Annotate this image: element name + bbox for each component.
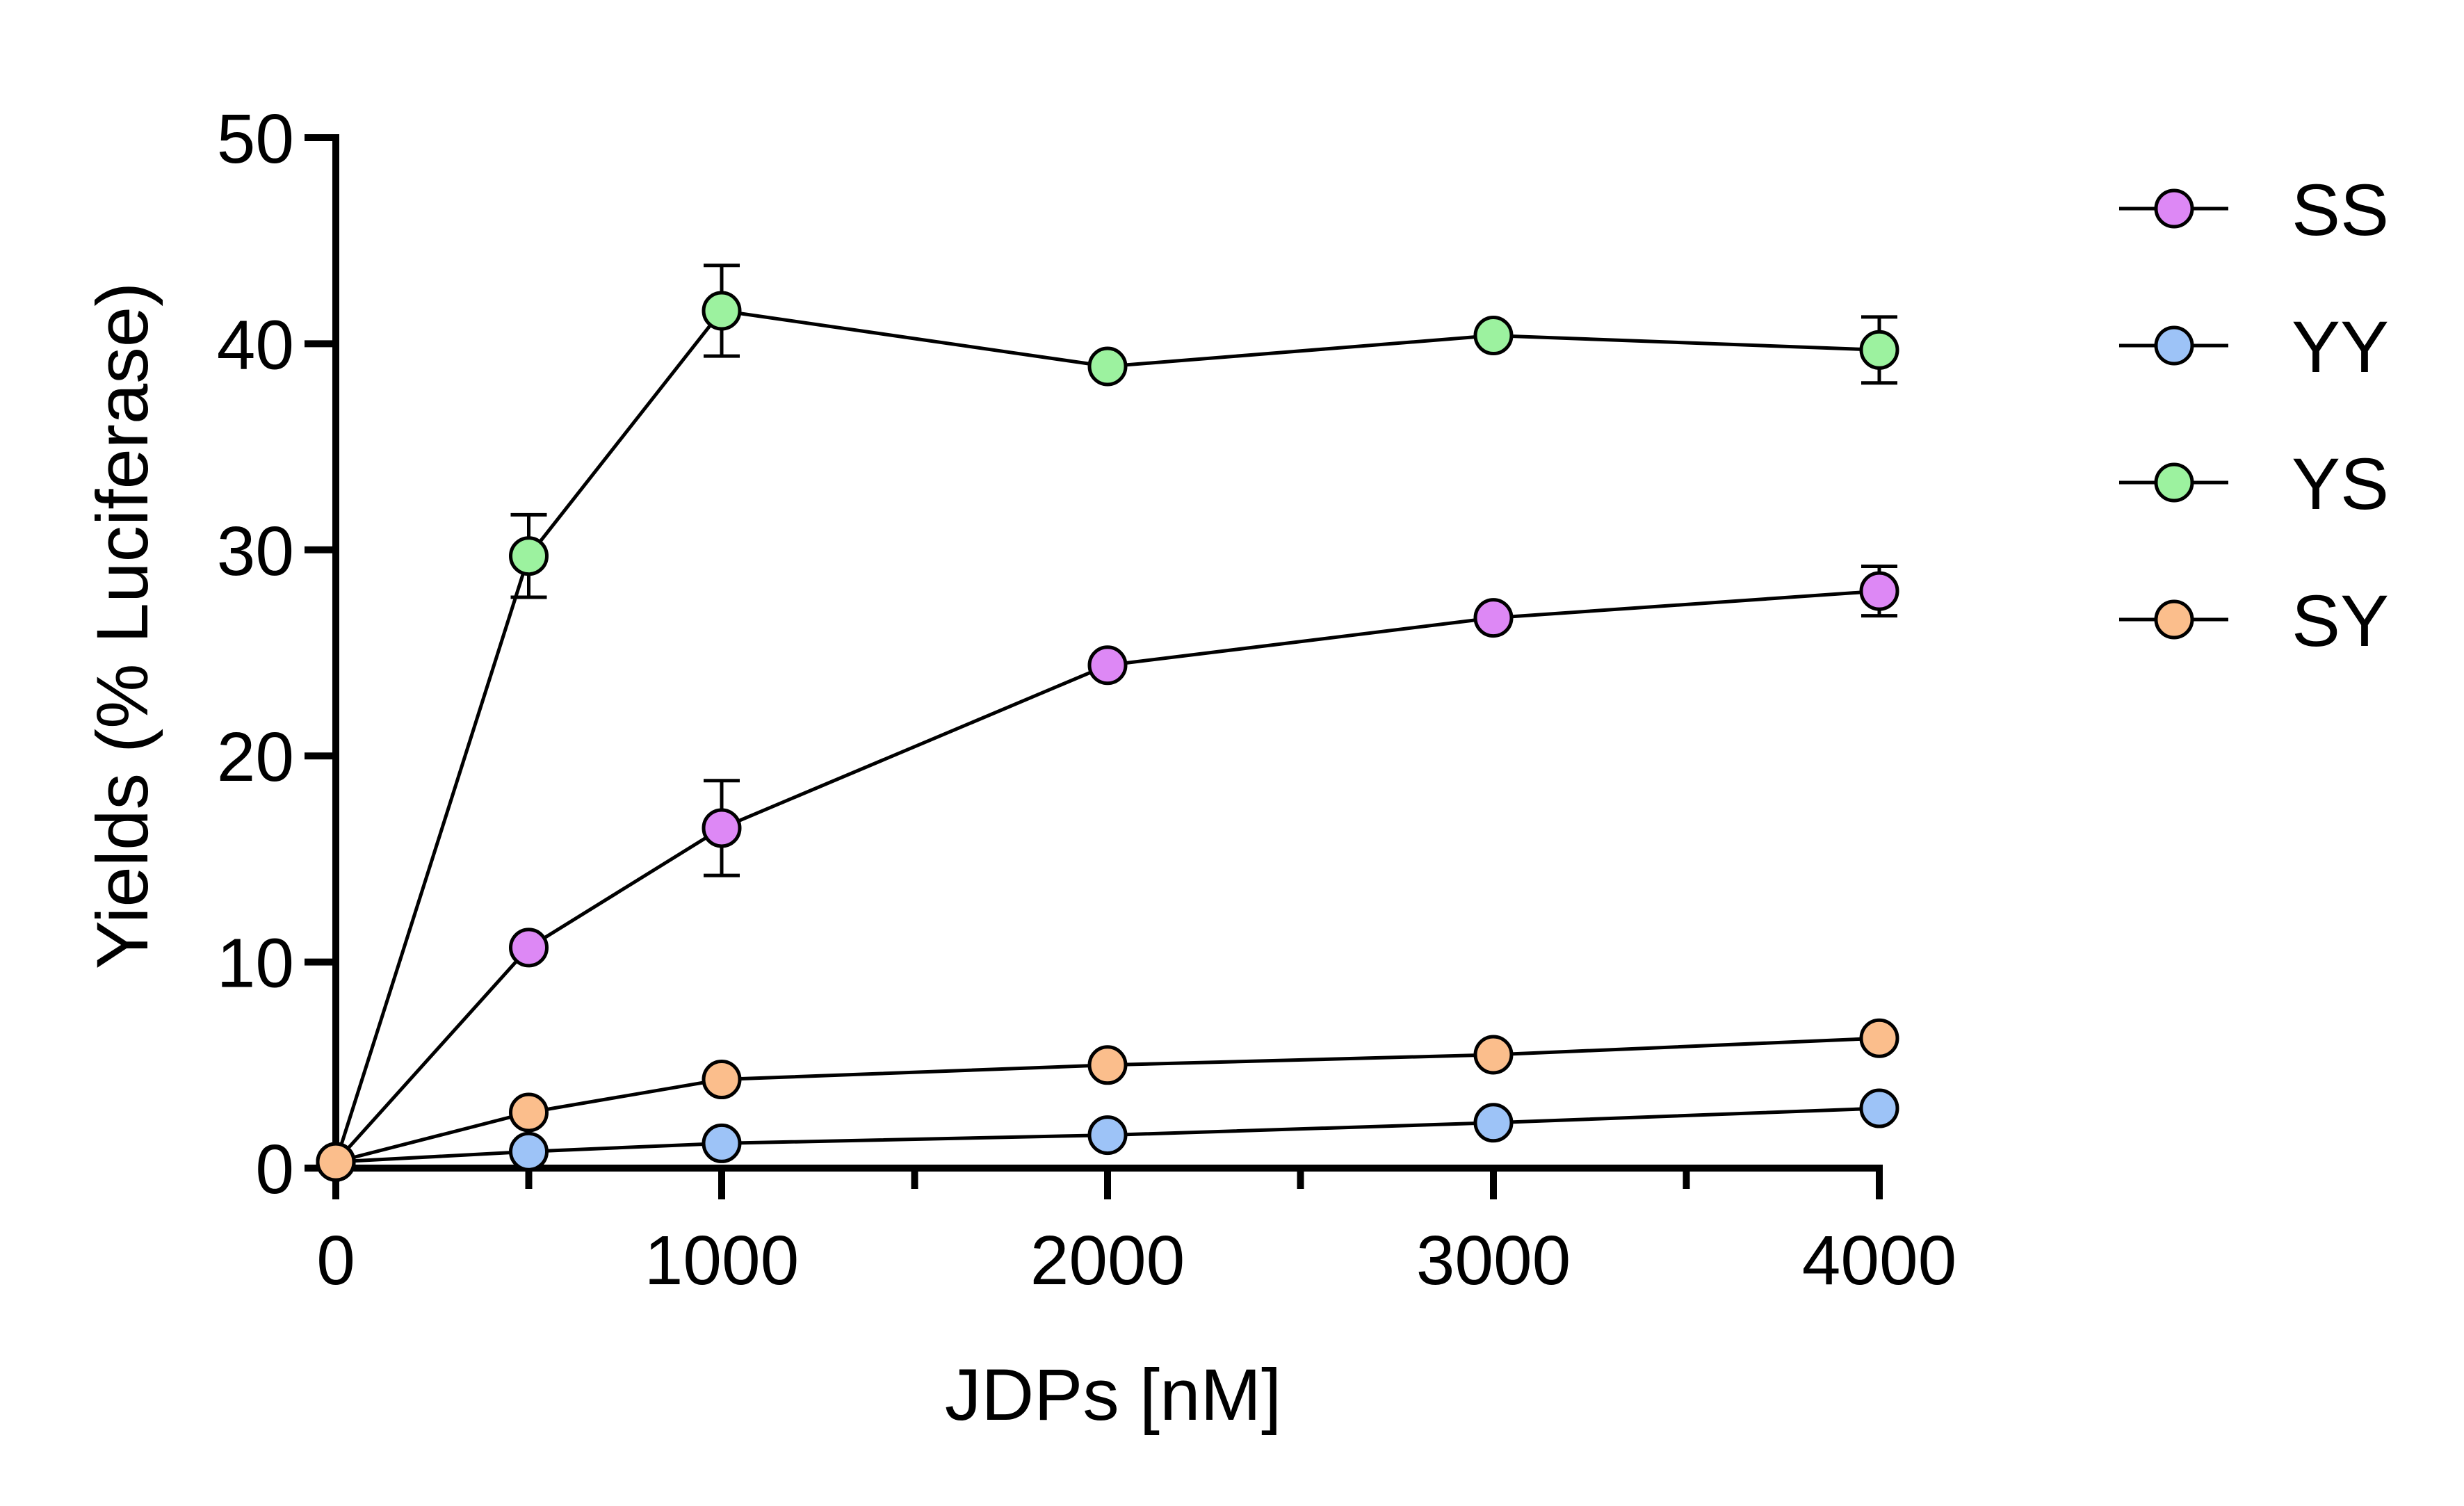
x-tick-label: 3000 xyxy=(1416,1222,1571,1299)
legend-item-ys: YS xyxy=(2119,444,2389,525)
y-axis-label: Yields (% Luciferase) xyxy=(82,282,163,969)
data-point xyxy=(1087,1045,1128,1085)
data-point xyxy=(1859,571,1899,611)
data-point xyxy=(1859,1088,1899,1128)
series-line xyxy=(335,1106,1880,1164)
data-point xyxy=(1087,645,1128,686)
legend-marker xyxy=(2154,462,2194,503)
data-point xyxy=(1859,1018,1899,1058)
legend-label: YY xyxy=(2292,307,2389,388)
data-point xyxy=(1859,330,1899,370)
data-point xyxy=(1473,598,1514,638)
data-point xyxy=(702,1123,742,1163)
series-line xyxy=(334,309,1880,1163)
data-point xyxy=(702,1060,742,1100)
data-point xyxy=(316,1142,356,1182)
axes: 0 10 20 30 40 50 0 1000 2000 3000 4000 xyxy=(217,100,1956,1299)
legend-label: YS xyxy=(2292,444,2389,525)
data-point xyxy=(509,536,549,576)
data-point xyxy=(509,928,549,968)
data-point xyxy=(1473,1103,1514,1143)
data-point xyxy=(509,1092,549,1133)
data-point xyxy=(1473,1035,1514,1075)
legend: SS YY YS SY xyxy=(2119,170,2389,662)
data-point xyxy=(509,1131,549,1172)
x-tick-label: 0 xyxy=(316,1222,355,1299)
y-tick-label: 50 xyxy=(217,100,294,178)
x-tick-label: 4000 xyxy=(1802,1222,1956,1299)
legend-marker xyxy=(2154,188,2194,229)
legend-item-sy: SY xyxy=(2119,581,2389,662)
legend-item-yy: YY xyxy=(2119,307,2389,388)
y-tick-label: 30 xyxy=(217,512,294,590)
series-line xyxy=(334,589,1880,1163)
x-tick-label: 2000 xyxy=(1030,1222,1185,1299)
y-tick-label: 40 xyxy=(217,306,294,384)
data-point xyxy=(702,808,742,848)
legend-item-ss: SS xyxy=(2119,170,2389,251)
series-ys xyxy=(316,264,1899,1182)
y-tick-label: 10 xyxy=(217,925,294,1003)
legend-label: SS xyxy=(2292,170,2389,251)
plot-area xyxy=(316,264,1899,1182)
legend-label: SY xyxy=(2292,581,2389,662)
x-tick-label: 1000 xyxy=(645,1222,799,1299)
y-tick-label: 20 xyxy=(217,718,294,796)
data-point xyxy=(702,291,742,331)
y-tick-label: 0 xyxy=(255,1131,294,1208)
series-ss xyxy=(316,565,1899,1182)
legend-marker xyxy=(2154,599,2194,640)
series-sy xyxy=(316,1018,1899,1182)
data-point xyxy=(1087,346,1128,387)
legend-marker xyxy=(2154,325,2194,366)
data-point xyxy=(1087,1115,1128,1156)
data-point xyxy=(1473,316,1514,356)
x-axis-label: JDPs [nM] xyxy=(945,1354,1281,1436)
series-line xyxy=(335,1036,1880,1164)
